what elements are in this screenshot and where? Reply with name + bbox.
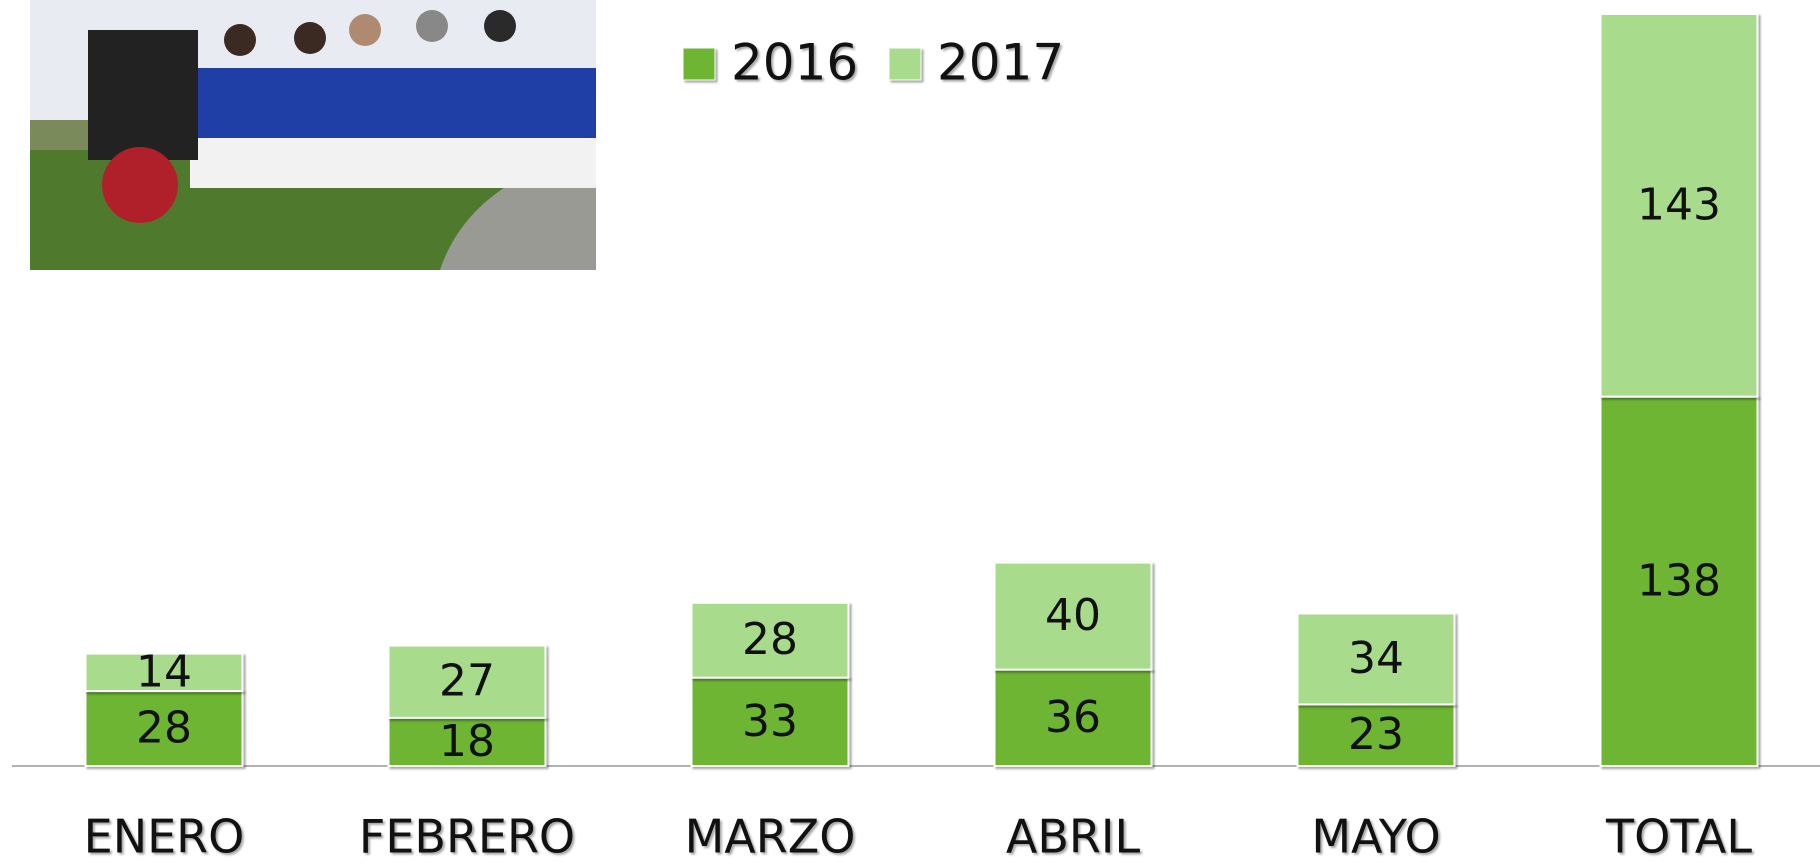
value-label: 34 xyxy=(1348,633,1404,684)
x-tick-label: MARZO xyxy=(685,810,856,863)
chart: 2016 2017 28 14 ENERO 18 27 FEBRERO 33 28 MARZO 36… xyxy=(0,0,1820,863)
photo xyxy=(30,0,596,270)
value-label: 28 xyxy=(136,703,192,754)
value-label: 23 xyxy=(1348,709,1404,760)
legend: 2016 2017 xyxy=(683,34,1064,92)
value-label: 27 xyxy=(439,656,495,707)
value-label: 33 xyxy=(742,696,798,747)
value-label: 36 xyxy=(1045,692,1101,743)
value-label: 40 xyxy=(1045,590,1101,641)
value-label: 28 xyxy=(742,614,798,665)
x-tick-label: TOTAL xyxy=(1605,810,1752,863)
value-label: 138 xyxy=(1637,555,1721,606)
legend-label: 2017 xyxy=(937,34,1064,92)
value-label: 143 xyxy=(1637,179,1721,230)
legend-swatch xyxy=(889,48,921,80)
legend-swatch xyxy=(683,48,715,80)
x-tick-label: ABRIL xyxy=(1006,810,1141,863)
value-label: 14 xyxy=(136,646,192,697)
legend-label: 2016 xyxy=(731,34,858,92)
x-tick-label: ENERO xyxy=(84,810,245,863)
x-tick-label: MAYO xyxy=(1311,810,1440,863)
value-label: 18 xyxy=(439,716,495,767)
x-tick-label: FEBRERO xyxy=(359,810,575,863)
